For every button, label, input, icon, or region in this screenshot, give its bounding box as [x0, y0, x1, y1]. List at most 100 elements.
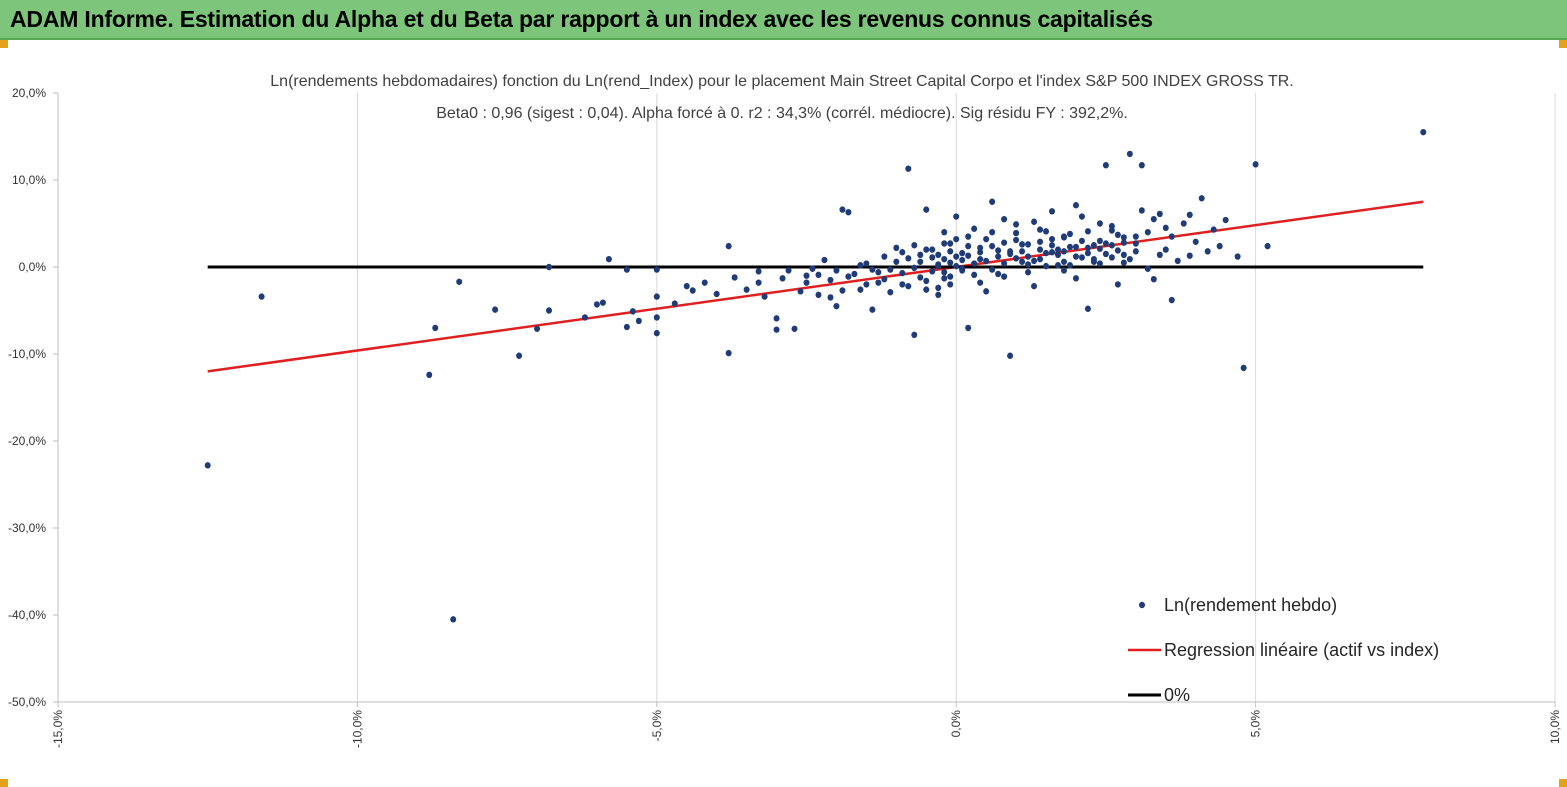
legend-marker-points — [1139, 601, 1145, 609]
data-point — [941, 255, 948, 263]
data-point — [1114, 247, 1121, 254]
data-point — [977, 255, 984, 263]
data-point — [797, 288, 804, 295]
data-point — [1084, 249, 1091, 257]
data-point — [1060, 258, 1067, 265]
data-point — [1078, 213, 1085, 220]
data-point — [1007, 250, 1014, 258]
data-point — [935, 291, 942, 299]
data-point — [863, 260, 870, 267]
data-point — [935, 262, 942, 270]
data-point — [1007, 352, 1014, 359]
data-point — [1037, 238, 1044, 245]
legend-label: 0% — [1164, 685, 1190, 705]
corner-marker-top-left — [0, 40, 8, 48]
data-point — [893, 244, 900, 252]
data-point — [1001, 260, 1008, 267]
data-point — [923, 277, 930, 285]
data-point — [953, 253, 960, 260]
data-point — [1144, 265, 1151, 272]
data-point — [1013, 221, 1020, 228]
data-point — [929, 268, 936, 275]
data-point — [911, 264, 918, 272]
data-point — [815, 271, 822, 279]
data-point — [971, 260, 978, 267]
data-point — [947, 240, 954, 247]
data-point — [995, 270, 1002, 278]
data-point — [1138, 207, 1145, 214]
chart-subtitle: Beta0 : 0,96 (sigest : 0,04). Alpha forc… — [436, 105, 1128, 122]
x-tick-label: 10,0% — [1548, 710, 1562, 744]
data-point — [989, 229, 996, 236]
data-point — [875, 269, 882, 276]
data-point — [761, 293, 768, 300]
data-point — [905, 165, 912, 172]
data-point — [653, 314, 660, 321]
data-point — [809, 265, 816, 272]
data-point — [917, 251, 924, 259]
scatter-chart: 20,0% 10,0% 0,0% -10,0% -20,0% -30,0% -40,0% -5… — [8, 73, 1562, 748]
data-point — [983, 288, 990, 295]
data-point — [1120, 234, 1127, 241]
report-title: ADAM Informe. Estimation du Alpha et du … — [10, 6, 1153, 32]
data-point — [803, 272, 810, 279]
data-point — [1120, 239, 1127, 246]
data-point — [1132, 240, 1139, 247]
data-point — [546, 263, 553, 271]
data-point — [839, 206, 846, 213]
data-point — [815, 291, 822, 299]
data-point — [989, 242, 996, 250]
data-point — [821, 256, 828, 264]
data-point — [623, 323, 630, 331]
data-point — [989, 266, 996, 273]
data-point — [653, 266, 660, 273]
data-point — [1043, 249, 1050, 257]
data-point — [1198, 195, 1205, 202]
x-tick-label: -5,0% — [650, 710, 664, 742]
data-point — [995, 253, 1002, 260]
data-point — [947, 259, 954, 266]
data-point — [1019, 258, 1026, 265]
axes-layer: 20,0% 10,0% 0,0% -10,0% -20,0% -30,0% -40,0% -5… — [8, 86, 1562, 748]
data-point — [1060, 267, 1067, 274]
data-point — [1043, 262, 1050, 270]
data-point — [1150, 215, 1157, 223]
data-point — [1072, 253, 1079, 260]
data-point — [1031, 282, 1038, 290]
y-tick-label: -20,0% — [8, 434, 46, 448]
data-point — [1054, 262, 1061, 269]
data-point — [917, 258, 924, 265]
data-point — [923, 206, 930, 213]
data-point — [516, 352, 523, 359]
data-point — [1013, 236, 1020, 244]
data-point — [743, 286, 750, 293]
data-point — [899, 281, 906, 288]
data-point — [492, 306, 499, 313]
data-point — [1162, 224, 1169, 232]
data-point — [1102, 240, 1109, 247]
data-point — [605, 255, 612, 263]
data-point — [887, 266, 894, 273]
data-point — [1013, 229, 1020, 237]
data-point — [1156, 210, 1163, 218]
data-point — [899, 269, 906, 277]
data-point — [1001, 239, 1008, 246]
data-point — [1049, 242, 1056, 249]
data-point — [713, 290, 720, 298]
data-point — [1132, 233, 1139, 240]
y-tick-label: 10,0% — [12, 173, 46, 187]
data-point — [689, 287, 696, 294]
data-point — [629, 308, 636, 315]
data-point — [671, 300, 678, 307]
data-point — [1114, 281, 1121, 288]
data-point — [725, 242, 732, 250]
legend-label: Regression linéaire (actif vs index) — [1164, 640, 1439, 660]
data-point — [905, 282, 912, 290]
data-point — [1138, 162, 1145, 169]
data-point — [755, 268, 762, 275]
data-point — [258, 293, 265, 300]
data-point — [965, 324, 972, 332]
y-tick-label: -40,0% — [8, 608, 46, 622]
data-point — [1108, 242, 1115, 249]
data-point — [983, 257, 990, 265]
